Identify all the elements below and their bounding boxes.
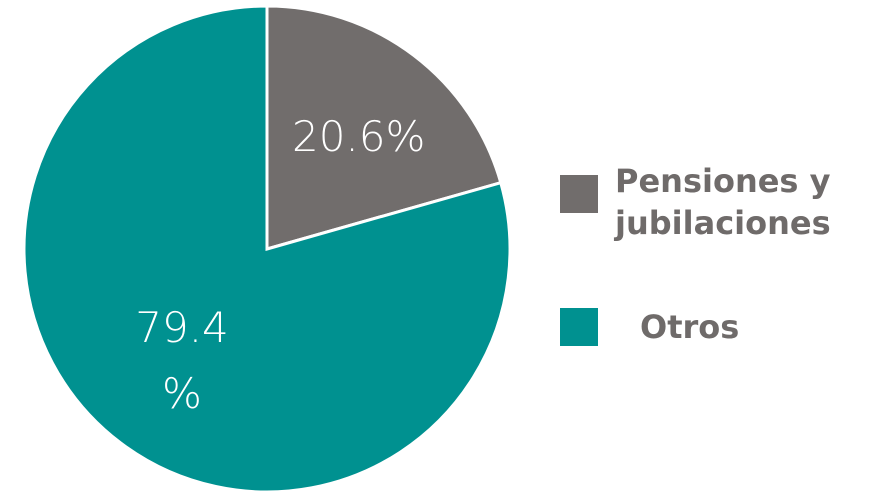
slice-label: 20.6% [291,111,426,161]
legend-label: Pensiones y jubilaciones [615,162,831,242]
slice-label: 79.4 % [135,303,229,419]
legend-swatch [560,308,598,346]
legend-swatch [560,175,598,213]
pie-slice [265,4,503,251]
pie-slice [22,4,512,493]
legend-label: Otros [640,308,740,346]
